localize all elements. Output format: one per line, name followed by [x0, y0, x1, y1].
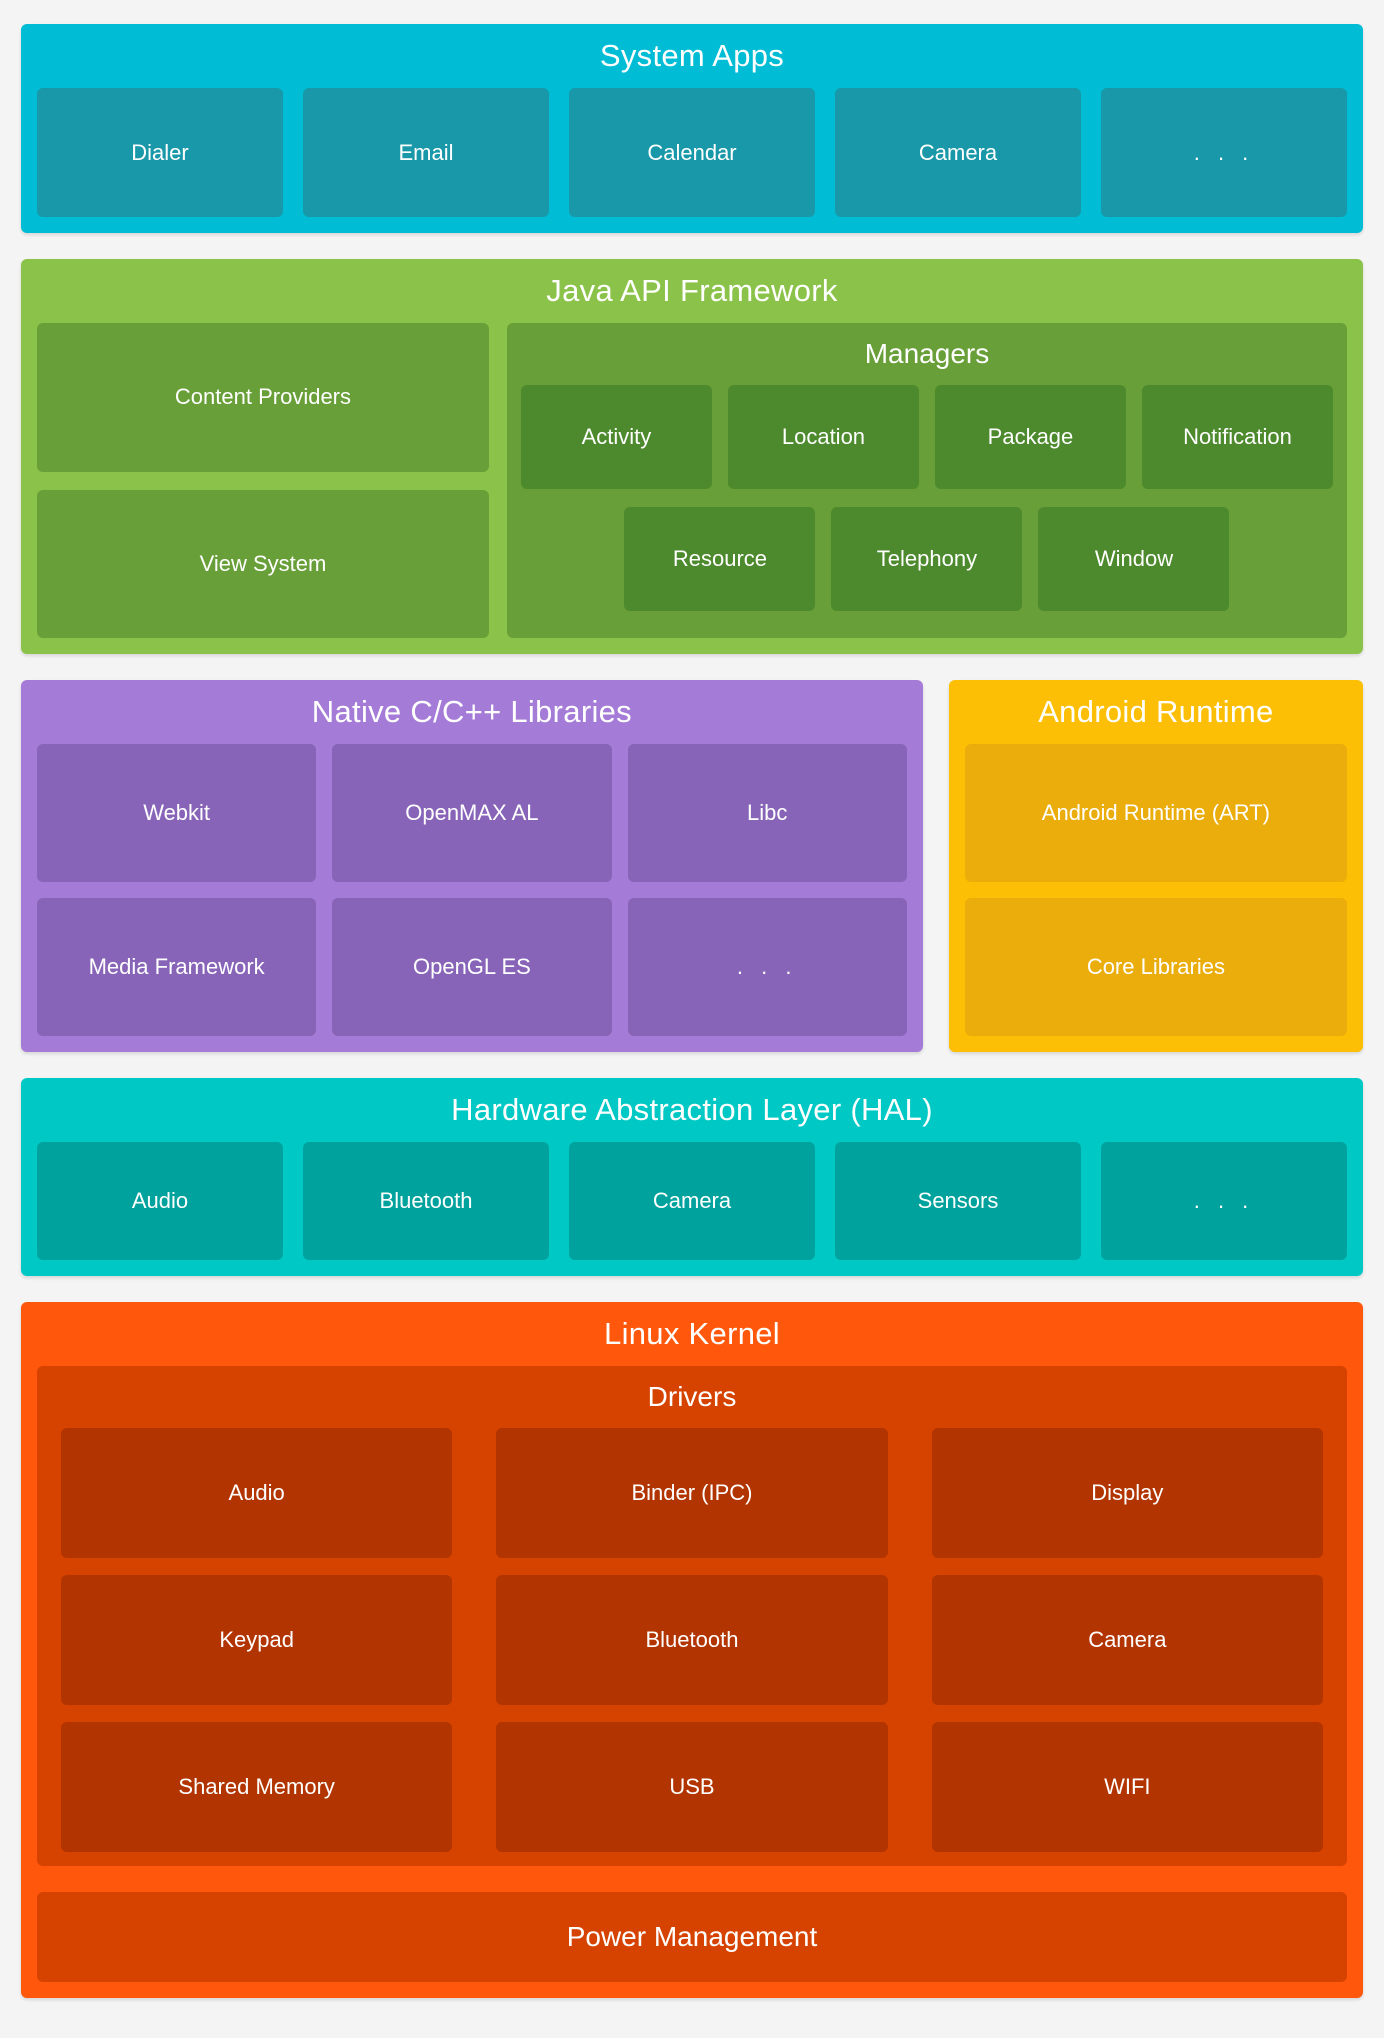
- libraries-runtime-row: Native C/C++ Libraries Webkit OpenMAX AL…: [21, 680, 1363, 1052]
- native-libraries-row-1: Webkit OpenMAX AL Libc: [21, 744, 923, 882]
- box-email: Email: [303, 88, 549, 217]
- box-webkit: Webkit: [37, 744, 317, 882]
- system-apps-row: Dialer Email Calendar Camera . . .: [21, 88, 1363, 233]
- managers-row-2: Resource Telephony Window: [521, 507, 1333, 611]
- box-bluetooth-hal: Bluetooth: [303, 1142, 549, 1260]
- managers-title: Managers: [864, 338, 990, 369]
- box-resource-manager: Resource: [624, 507, 816, 611]
- native-libraries-title: Native C/C++ Libraries: [311, 694, 632, 729]
- box-wifi-driver: WIFI: [931, 1722, 1323, 1852]
- box-calendar: Calendar: [569, 88, 815, 217]
- box-power-management: Power Management: [37, 1892, 1347, 1982]
- box-display-driver: Display: [931, 1428, 1323, 1558]
- box-openmax-al: OpenMAX AL: [332, 744, 612, 882]
- box-more-apps: . . .: [1101, 88, 1347, 217]
- box-opengl-es: OpenGL ES: [332, 898, 612, 1036]
- android-runtime-title: Android Runtime: [1038, 694, 1274, 729]
- box-dialer: Dialer: [37, 88, 283, 217]
- drivers-panel: Drivers Audio Binder (IPC) Display Keypa…: [37, 1366, 1347, 1866]
- hal-row: Audio Bluetooth Camera Sensors . . .: [21, 1142, 1363, 1276]
- box-binder-ipc-driver: Binder (IPC): [496, 1428, 888, 1558]
- box-window-manager: Window: [1038, 507, 1230, 611]
- android-architecture-diagram: System Apps Dialer Email Calendar Camera…: [21, 24, 1363, 1998]
- box-usb-driver: USB: [496, 1722, 888, 1852]
- box-content-providers: Content Providers: [37, 323, 489, 472]
- linux-kernel-title: Linux Kernel: [604, 1316, 780, 1351]
- box-telephony-manager: Telephony: [831, 507, 1023, 611]
- drivers-row-2: Keypad Bluetooth Camera: [61, 1575, 1323, 1705]
- box-shared-memory-driver: Shared Memory: [61, 1722, 453, 1852]
- hal-title: Hardware Abstraction Layer (HAL): [451, 1092, 933, 1127]
- native-libraries-row-2: Media Framework OpenGL ES . . .: [21, 882, 923, 1052]
- box-location-manager: Location: [727, 385, 919, 489]
- box-camera-hal: Camera: [569, 1142, 815, 1260]
- section-hal: Hardware Abstraction Layer (HAL) Audio B…: [21, 1078, 1363, 1276]
- box-notification-manager: Notification: [1141, 385, 1333, 489]
- box-more-libraries: . . .: [627, 898, 907, 1036]
- drivers-row-1: Audio Binder (IPC) Display: [61, 1428, 1323, 1558]
- box-view-system: View System: [37, 489, 489, 638]
- box-camera-app: Camera: [835, 88, 1081, 217]
- box-sensors-hal: Sensors: [835, 1142, 1081, 1260]
- box-bluetooth-driver: Bluetooth: [496, 1575, 888, 1705]
- box-core-libraries: Core Libraries: [964, 898, 1347, 1036]
- box-audio-driver: Audio: [61, 1428, 453, 1558]
- java-api-title: Java API Framework: [546, 273, 838, 308]
- section-native-libraries: Native C/C++ Libraries Webkit OpenMAX AL…: [21, 680, 923, 1052]
- managers-panel: Managers Activity Location Package Notif…: [506, 323, 1347, 638]
- box-media-framework: Media Framework: [37, 898, 317, 1036]
- box-more-hal: . . .: [1101, 1142, 1347, 1260]
- section-system-apps: System Apps Dialer Email Calendar Camera…: [21, 24, 1363, 233]
- system-apps-title: System Apps: [599, 38, 785, 73]
- managers-row-1: Activity Location Package Notification: [520, 385, 1333, 489]
- drivers-title: Drivers: [647, 1381, 737, 1412]
- box-art: Android Runtime (ART): [964, 744, 1347, 882]
- box-camera-driver: Camera: [931, 1575, 1323, 1705]
- java-api-left-column: Content Providers View System: [37, 323, 489, 638]
- section-linux-kernel: Linux Kernel Drivers Audio Binder (IPC) …: [21, 1302, 1363, 1998]
- drivers-row-3: Shared Memory USB WIFI: [61, 1722, 1323, 1852]
- section-java-api-framework: Java API Framework Content Providers Vie…: [21, 259, 1363, 654]
- android-runtime-column: Android Runtime (ART) Core Libraries: [949, 744, 1363, 1052]
- box-libc: Libc: [627, 744, 907, 882]
- java-api-content: Content Providers View System Managers A…: [21, 323, 1363, 654]
- box-audio-hal: Audio: [37, 1142, 283, 1260]
- box-keypad-driver: Keypad: [61, 1575, 453, 1705]
- box-activity-manager: Activity: [520, 385, 712, 489]
- box-package-manager: Package: [934, 385, 1126, 489]
- section-android-runtime: Android Runtime Android Runtime (ART) Co…: [948, 680, 1363, 1052]
